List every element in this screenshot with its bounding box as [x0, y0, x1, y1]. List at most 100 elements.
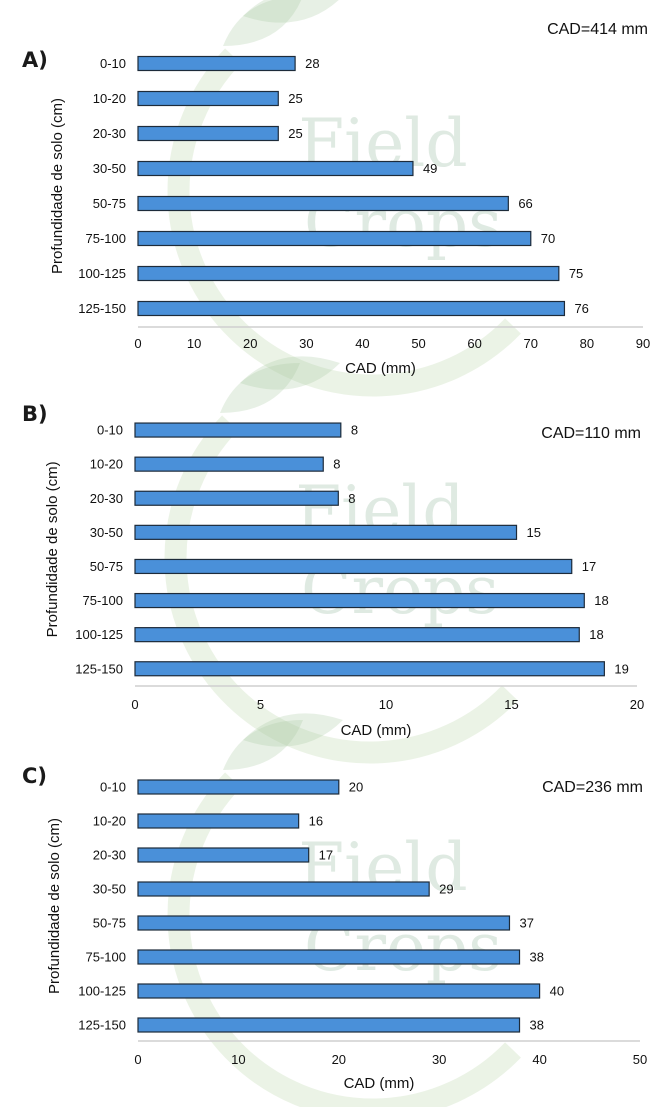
- data-label: 18: [594, 593, 608, 608]
- category-label: 75-100: [86, 950, 126, 965]
- data-label: 66: [518, 196, 532, 211]
- category-label: 75-100: [86, 231, 126, 246]
- data-label: 17: [582, 559, 596, 574]
- category-label: 20-30: [90, 491, 123, 506]
- category-label: 50-75: [90, 559, 123, 574]
- watermark-leaf-icon: [243, 0, 339, 23]
- x-tick-label: 30: [299, 336, 313, 351]
- x-tick-label: 15: [504, 697, 518, 712]
- data-label: 8: [351, 423, 358, 438]
- x-tick-label: 10: [187, 336, 201, 351]
- data-label: 25: [288, 126, 302, 141]
- bar: [137, 983, 541, 999]
- category-label: 10-20: [93, 814, 126, 829]
- x-tick-label: 5: [257, 697, 264, 712]
- data-label: 19: [614, 661, 628, 676]
- panel-label: C): [22, 764, 47, 788]
- x-tick-label: 0: [131, 697, 138, 712]
- data-label: 28: [305, 56, 319, 71]
- category-label: 125-150: [78, 301, 126, 316]
- data-label: 40: [550, 984, 564, 999]
- data-label: 75: [569, 266, 583, 281]
- x-tick-label: 10: [231, 1052, 245, 1067]
- category-label: 0-10: [97, 423, 123, 438]
- bar: [137, 1017, 521, 1033]
- category-label: 50-75: [93, 916, 126, 931]
- cad-total-annotation: CAD=414 mm: [547, 21, 648, 38]
- category-label: 30-50: [93, 161, 126, 176]
- data-label: 17: [319, 848, 333, 863]
- panel-b: Field Crops B) CAD=110 mm 0-10 8 10-20 8 20-30 8 3…: [0, 356, 660, 764]
- category-label: 75-100: [83, 593, 123, 608]
- bar: [137, 195, 509, 212]
- bar: [137, 915, 511, 931]
- category-label: 100-125: [75, 627, 123, 642]
- data-label: 25: [288, 91, 302, 106]
- x-tick-label: 0: [134, 336, 141, 351]
- x-axis-title: CAD (mm): [341, 722, 412, 739]
- category-label: 125-150: [78, 1018, 126, 1033]
- bar: [137, 813, 300, 829]
- bar: [137, 300, 566, 317]
- x-tick-label: 60: [467, 336, 481, 351]
- bar: [137, 949, 521, 965]
- x-tick-label: 20: [630, 697, 644, 712]
- x-tick-label: 90: [636, 336, 650, 351]
- x-tick-label: 20: [332, 1052, 346, 1067]
- bar: [137, 847, 310, 863]
- bar: [137, 779, 340, 795]
- panel-a: Field Crops A) CAD=414 mm 0-10 28 10-20 25 20-30…: [0, 0, 660, 397]
- data-label: 15: [527, 525, 541, 540]
- data-label: 8: [333, 457, 340, 472]
- category-label: 125-150: [75, 661, 123, 676]
- bar: [137, 881, 430, 897]
- category-label: 30-50: [90, 525, 123, 540]
- bar: [137, 230, 532, 247]
- y-axis-title: Profundidade de solo (cm): [49, 98, 66, 274]
- bar: [137, 90, 279, 107]
- x-tick-label: 80: [580, 336, 594, 351]
- watermark-leaf-icon: [223, 720, 303, 770]
- category-label: 20-30: [93, 126, 126, 141]
- bar: [134, 627, 580, 643]
- data-label: 20: [349, 780, 363, 795]
- data-label: 38: [530, 950, 544, 965]
- panel-label: B): [22, 402, 48, 426]
- x-tick-label: 50: [633, 1052, 647, 1067]
- x-tick-label: 50: [411, 336, 425, 351]
- bar: [137, 160, 414, 177]
- data-label: 49: [423, 161, 437, 176]
- x-tick-label: 20: [243, 336, 257, 351]
- category-label: 10-20: [93, 91, 126, 106]
- bar: [134, 592, 585, 609]
- data-label: 70: [541, 231, 555, 246]
- y-axis-title: Profundidade de solo (cm): [44, 461, 61, 637]
- panel-label: A): [22, 48, 48, 72]
- data-label: 16: [309, 814, 323, 829]
- data-label: 18: [589, 627, 603, 642]
- panel-c: Field Crops C) CAD=236 mm 0-10 20 10-20 16 20-30…: [0, 713, 660, 1107]
- bar: [134, 456, 324, 472]
- bar: [134, 524, 518, 540]
- data-label: 38: [530, 1018, 544, 1033]
- x-tick-label: 0: [134, 1052, 141, 1067]
- x-axis-title: CAD (mm): [345, 360, 416, 377]
- category-label: 0-10: [100, 780, 126, 795]
- cad-total-annotation: CAD=236 mm: [542, 779, 643, 796]
- bar: [134, 661, 605, 677]
- category-label: 30-50: [93, 882, 126, 897]
- category-label: 100-125: [78, 266, 126, 281]
- x-tick-label: 70: [524, 336, 538, 351]
- x-tick-label: 30: [432, 1052, 446, 1067]
- cad-total-annotation: CAD=110 mm: [541, 425, 641, 442]
- x-tick-label: 40: [355, 336, 369, 351]
- category-label: 100-125: [78, 984, 126, 999]
- bar: [134, 422, 342, 438]
- category-label: 10-20: [90, 457, 123, 472]
- bar: [137, 265, 560, 282]
